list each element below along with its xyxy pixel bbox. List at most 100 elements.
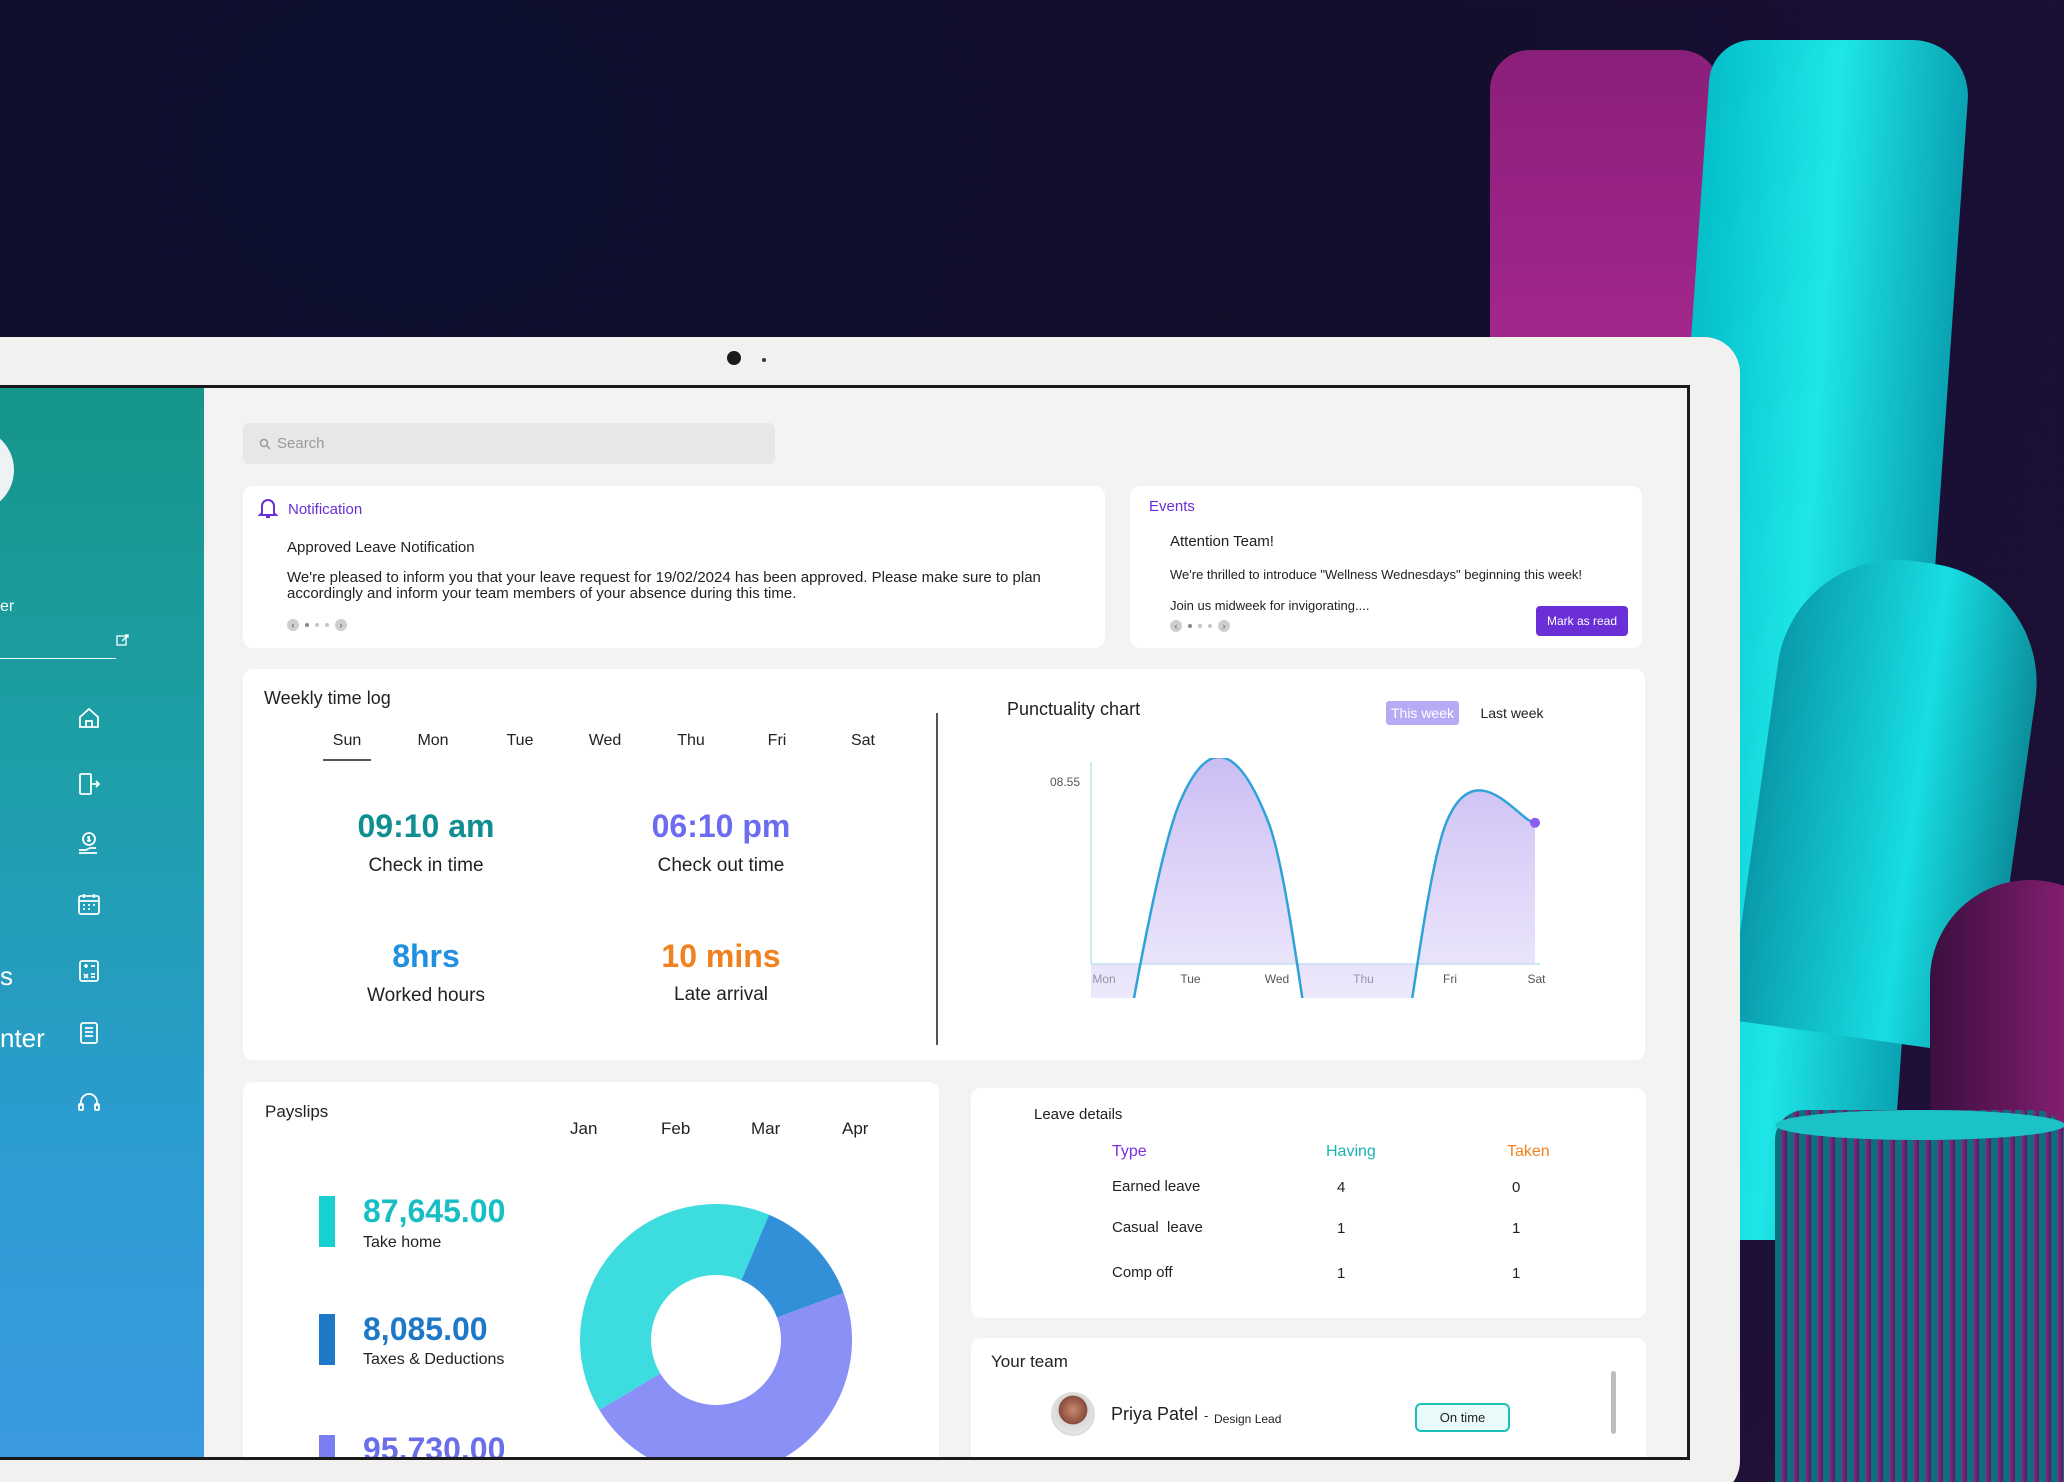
leave-type-cell: Earned leave	[1112, 1178, 1201, 1195]
day-tab-wed[interactable]: Wed	[588, 732, 622, 749]
calendar-icon[interactable]	[76, 891, 102, 917]
punctuality-series-line	[1132, 758, 1536, 998]
events-body-line1: We're thrilled to introduce "Wellness We…	[1170, 567, 1583, 582]
leave-having-cell: 1	[1337, 1265, 1346, 1282]
home-icon[interactable]	[76, 705, 102, 731]
profile-avatar[interactable]	[0, 428, 14, 512]
weekly-time-log-title: Weekly time log	[264, 688, 391, 708]
payslips-title: Payslips	[265, 1102, 329, 1121]
month-tab-mar[interactable]: Mar	[751, 1119, 781, 1138]
take-home-label: Take home	[363, 1234, 442, 1251]
selected-day-underline	[323, 759, 371, 761]
webcam	[727, 351, 741, 365]
team-member-name[interactable]: Priya Patel	[1111, 1404, 1199, 1424]
events-pager[interactable]: ‹ ›	[1170, 620, 1230, 632]
pager-dot[interactable]	[1208, 624, 1212, 628]
x-tick-label: Fri	[1443, 972, 1457, 986]
sidebar-item-label[interactable]: nter	[0, 1023, 45, 1053]
logout-icon[interactable]	[76, 771, 102, 797]
day-tab-fri[interactable]: Fri	[767, 732, 787, 749]
notification-pager[interactable]: ‹ ›	[287, 619, 347, 631]
pager-dot[interactable]	[325, 623, 329, 627]
team-member-role: Design Lead	[1214, 1412, 1282, 1426]
leave-details-card	[971, 1088, 1646, 1318]
webcam-led	[762, 358, 766, 362]
mark-as-read-button[interactable]: Mark as read	[1536, 606, 1628, 636]
leave-header-having: Having	[1326, 1143, 1376, 1160]
document-icon[interactable]	[76, 1020, 102, 1046]
leave-having-cell: 1	[1337, 1220, 1346, 1237]
support-headset-icon[interactable]	[76, 1090, 102, 1116]
payroll-icon[interactable]	[76, 830, 102, 856]
decorative-ribbed-vase-top	[1775, 1110, 2064, 1140]
day-tab-thu[interactable]: Thu	[677, 732, 705, 749]
team-member-avatar[interactable]	[1051, 1392, 1095, 1436]
leave-header-taken: Taken	[1507, 1143, 1550, 1160]
take-home-value: 87,645.00	[363, 1193, 506, 1229]
punctuality-chart-title: Punctuality chart	[1007, 699, 1141, 719]
events-card: Events Attention Team! We're thrilled to…	[1130, 486, 1642, 648]
notification-body: We're pleased to inform you that your le…	[287, 569, 1041, 602]
chevron-left-icon[interactable]: ‹	[1170, 620, 1182, 632]
donut-slice[interactable]	[741, 1214, 844, 1318]
your-team-title: Your team	[991, 1352, 1068, 1371]
notification-subject: Approved Leave Notification	[287, 539, 475, 556]
search-icon	[259, 438, 271, 450]
taxes-label: Taxes & Deductions	[363, 1351, 505, 1368]
taxes-value: 8,085.00	[363, 1311, 488, 1347]
day-tab-mon[interactable]: Mon	[417, 732, 449, 749]
day-tab-sun[interactable]: Sun	[332, 732, 362, 749]
payslip-donut-chart	[580, 1204, 852, 1460]
notification-title: Notification	[288, 501, 363, 518]
pager-dot[interactable]	[1198, 624, 1202, 628]
worked-hours-value: 8hrs	[392, 938, 460, 974]
x-tick-label: Wed	[1265, 972, 1289, 986]
leave-header-type: Type	[1112, 1143, 1147, 1160]
month-tab-apr[interactable]: Apr	[842, 1119, 869, 1138]
user-role-text: er	[0, 598, 15, 615]
donut-slice[interactable]	[580, 1204, 770, 1411]
calculator-icon[interactable]	[76, 958, 102, 984]
check-out-value: 06:10 pm	[651, 808, 791, 844]
punctuality-point-marker[interactable]	[1530, 817, 1540, 828]
gross-color-bar	[319, 1435, 335, 1457]
month-tab-jan[interactable]: Jan	[570, 1119, 598, 1138]
leave-type-cell: Casual leave	[1112, 1219, 1203, 1236]
y-tick-label: 08.55	[1050, 775, 1080, 789]
gross-value: 95,730.00	[363, 1431, 506, 1460]
taxes-color-bar	[319, 1314, 335, 1365]
leave-taken-cell: 0	[1512, 1179, 1521, 1196]
late-arrival-value: 10 mins	[661, 938, 781, 974]
day-tab-sat[interactable]: Sat	[850, 732, 875, 749]
leave-taken-cell: 1	[1512, 1220, 1521, 1237]
check-in-value: 09:10 am	[357, 808, 495, 844]
pager-dot[interactable]	[305, 623, 309, 627]
decorative-ribbed-vase	[1775, 1110, 2064, 1482]
month-tab-feb[interactable]: Feb	[661, 1119, 691, 1138]
search-placeholder: Search	[277, 435, 325, 452]
tab-this-week[interactable]: This week	[1386, 701, 1459, 725]
tab-last-week[interactable]: Last week	[1480, 705, 1544, 721]
leave-having-cell: 4	[1337, 1179, 1346, 1196]
take-home-color-bar	[319, 1196, 335, 1247]
donut-slice[interactable]	[599, 1293, 852, 1460]
events-subject: Attention Team!	[1170, 533, 1274, 550]
chevron-right-icon[interactable]: ›	[1218, 620, 1230, 632]
chevron-right-icon[interactable]: ›	[335, 619, 347, 631]
sidebar-item-label[interactable]: s	[0, 961, 13, 991]
pager-dot[interactable]	[315, 623, 319, 627]
edit-profile-icon[interactable]	[116, 633, 130, 647]
day-tab-tue[interactable]: Tue	[506, 732, 534, 749]
sidebar: er s nter	[0, 388, 204, 1457]
profile-divider	[0, 658, 116, 659]
pager-dot[interactable]	[1188, 624, 1192, 628]
section-divider	[936, 713, 938, 1045]
events-title: Events	[1149, 498, 1195, 515]
chevron-left-icon[interactable]: ‹	[287, 619, 299, 631]
search-input[interactable]: Search	[243, 423, 775, 464]
team-scrollbar[interactable]	[1611, 1371, 1616, 1434]
events-body-line2: Join us midweek for invigorating....	[1170, 598, 1370, 613]
leave-taken-cell: 1	[1512, 1265, 1521, 1282]
x-tick-label: Tue	[1180, 972, 1201, 986]
dashboard-screen: er s nter Search	[0, 385, 1690, 1460]
